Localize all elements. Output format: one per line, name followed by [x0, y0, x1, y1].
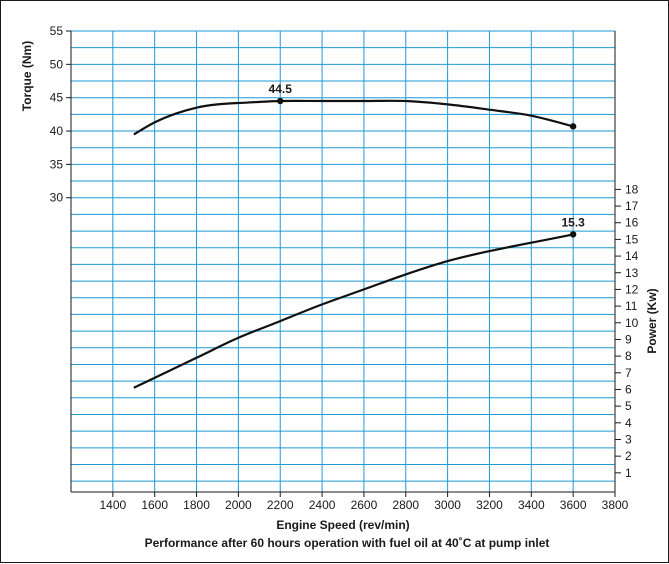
x-tick-label: 3000 [434, 498, 461, 512]
power-tick-label: 14 [625, 249, 639, 263]
power-tick-label: 8 [625, 349, 632, 363]
power-tick-label: 10 [625, 316, 639, 330]
power-tick-label: 4 [625, 416, 632, 430]
x-tick-label: 2800 [392, 498, 419, 512]
power-tick-label: 6 [625, 382, 632, 396]
torque-tick-label: 55 [50, 24, 64, 38]
x-tick-label: 2400 [309, 498, 336, 512]
power-data-label: 15.3 [561, 215, 585, 229]
axes: 1400 1600 1800 2000 2200 2400 2600 2800 3000 3200… [50, 24, 639, 512]
power-curve [133, 233, 574, 389]
x-tick-label: 2200 [267, 498, 294, 512]
power-axis-title: Power (Kw) [645, 288, 659, 353]
torque-data-point [277, 97, 284, 105]
torque-tick-label: 35 [50, 157, 64, 171]
power-tick-label: 9 [625, 332, 632, 346]
power-tick-label: 5 [625, 399, 632, 413]
torque-axis-title: Torque (Nm) [20, 41, 34, 111]
power-tick-label: 15 [625, 232, 639, 246]
x-tick-label: 2600 [351, 498, 378, 512]
x-tick-label: 3800 [602, 498, 629, 512]
x-tick-label: 3200 [476, 498, 503, 512]
power-tick-label: 17 [625, 199, 639, 213]
x-tick-label: 2000 [225, 498, 252, 512]
chart-caption: Performance after 60 hours operation wit… [145, 536, 550, 550]
power-tick-label: 13 [625, 266, 639, 280]
torque-tick-label: 30 [50, 191, 64, 205]
x-axis-title: Engine Speed (rev/min) [276, 518, 409, 532]
power-data-point [569, 231, 577, 238]
torque-tick-label: 50 [50, 57, 64, 71]
torque-tick-label: 40 [50, 124, 64, 138]
power-tick-label: 11 [625, 299, 638, 313]
series: 44.5 15.3 [133, 82, 585, 389]
power-tick-label: 2 [625, 449, 632, 463]
x-tick-label: 3400 [518, 498, 545, 512]
x-tick-label: 3600 [560, 498, 587, 512]
torque-curve [133, 99, 574, 136]
power-tick-label: 1 [625, 466, 632, 480]
x-tick-label: 1800 [183, 498, 210, 512]
x-tick-label: 1400 [99, 498, 126, 512]
labels: Engine Speed (rev/min) Performance after… [20, 41, 659, 550]
grid [71, 30, 615, 492]
power-tick-label: 16 [625, 216, 639, 230]
power-tick-label: 18 [625, 182, 639, 196]
x-tick-label: 1600 [141, 498, 168, 512]
power-tick-label: 7 [625, 366, 632, 380]
power-tick-label: 12 [625, 282, 639, 296]
torque-data-point [569, 123, 577, 130]
torque-tick-label: 45 [50, 91, 64, 105]
power-tick-label: 3 [625, 432, 632, 446]
torque-data-label: 44.5 [269, 82, 293, 96]
